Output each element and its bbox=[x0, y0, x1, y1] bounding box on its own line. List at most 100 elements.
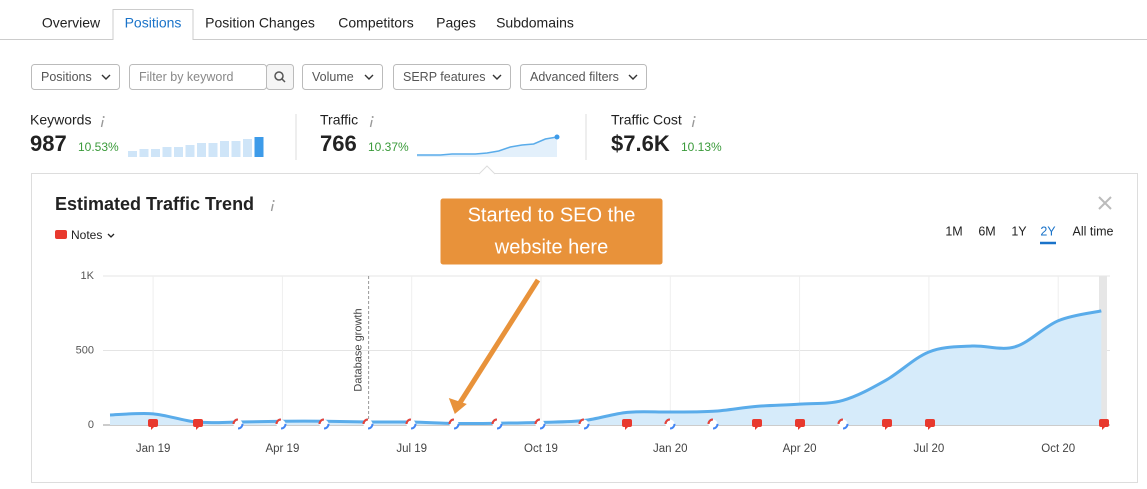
note-icon bbox=[795, 419, 805, 427]
info-icon bbox=[371, 116, 374, 118]
google-update-icon bbox=[275, 418, 287, 430]
info-icon bbox=[270, 203, 274, 212]
tab[interactable]: Pages bbox=[436, 15, 476, 31]
sparkline-bar bbox=[174, 147, 183, 157]
note-icon bbox=[798, 427, 801, 430]
notes-icon bbox=[55, 230, 67, 239]
metric-value: 987 bbox=[30, 131, 67, 156]
note-icon bbox=[1102, 427, 1105, 430]
info-icon bbox=[691, 119, 695, 128]
notes-toggle[interactable]: Notes bbox=[71, 228, 102, 242]
sparkline-bar bbox=[139, 149, 149, 157]
google-update-icon bbox=[232, 418, 244, 430]
google-update-icon bbox=[837, 418, 849, 430]
annotation-arrowhead bbox=[448, 398, 467, 414]
google-update-icon bbox=[362, 418, 374, 430]
sparkline-bar bbox=[197, 143, 206, 157]
tab[interactable]: Subdomains bbox=[496, 15, 574, 31]
note-icon bbox=[1099, 419, 1109, 427]
traffic-area bbox=[110, 310, 1102, 425]
note-icon bbox=[622, 419, 632, 427]
x-tick-label: Oct 19 bbox=[524, 443, 558, 455]
google-update-icon bbox=[318, 418, 330, 430]
range-edge bbox=[1099, 276, 1107, 425]
sparkline-area bbox=[417, 137, 557, 157]
annotation-box bbox=[439, 197, 664, 266]
annotation-text: website here bbox=[494, 236, 608, 258]
google-update-icon bbox=[664, 418, 676, 430]
filter-dropdown[interactable] bbox=[520, 64, 647, 90]
note-icon bbox=[625, 427, 628, 430]
filter-label: Volume bbox=[312, 70, 354, 84]
metric-value: $7.6K bbox=[611, 131, 670, 156]
metric-label: Keywords bbox=[30, 112, 91, 128]
filter-dropdown[interactable] bbox=[31, 64, 120, 90]
metric-change: 10.37% bbox=[368, 140, 409, 154]
note-icon bbox=[752, 419, 762, 427]
range-button[interactable]: 1M bbox=[945, 224, 962, 238]
search-icon bbox=[274, 71, 284, 81]
chevron bbox=[364, 74, 374, 80]
panel-pointer bbox=[478, 165, 496, 175]
metric-label: Traffic Cost bbox=[611, 112, 682, 128]
info-icon bbox=[272, 200, 275, 202]
sparkline-bar bbox=[162, 147, 172, 157]
x-tick-label: Apr 20 bbox=[783, 443, 817, 455]
tab[interactable]: Competitors bbox=[338, 15, 413, 31]
sparkline-bar bbox=[231, 141, 241, 157]
filter-label: Positions bbox=[41, 70, 92, 84]
note-icon bbox=[928, 427, 931, 430]
sparkline-bar bbox=[151, 149, 160, 157]
sparkline-bar bbox=[220, 141, 229, 157]
google-update-icon bbox=[405, 418, 417, 430]
marker-label: Database growth bbox=[353, 308, 365, 391]
chevron bbox=[492, 74, 502, 80]
note-icon bbox=[885, 427, 888, 430]
metric-change: 10.13% bbox=[681, 140, 722, 154]
google-update-icon bbox=[578, 418, 590, 430]
note-icon bbox=[151, 427, 154, 430]
range-button[interactable]: All time bbox=[1073, 224, 1114, 238]
sparkline-bar bbox=[208, 143, 218, 157]
x-tick-label: Jul 20 bbox=[914, 443, 945, 455]
x-tick-label: Jan 20 bbox=[653, 443, 688, 455]
chart-title: Estimated Traffic Trend bbox=[55, 194, 254, 214]
search-button[interactable] bbox=[266, 64, 294, 90]
google-update-icon bbox=[448, 418, 460, 430]
note-icon bbox=[148, 419, 158, 427]
note-icon bbox=[925, 419, 935, 427]
filter-label: SERP features bbox=[403, 70, 485, 84]
active-tab bbox=[112, 9, 194, 40]
range-button[interactable]: 6M bbox=[978, 224, 995, 238]
filter-dropdown[interactable] bbox=[393, 64, 511, 90]
search-icon bbox=[281, 78, 286, 83]
chevron bbox=[107, 233, 115, 238]
range-button[interactable]: 2Y bbox=[1040, 224, 1056, 238]
sparkline-line bbox=[417, 136, 558, 156]
info-icon bbox=[102, 116, 105, 118]
x-tick-label: Jan 19 bbox=[136, 443, 171, 455]
tab[interactable]: Position Changes bbox=[205, 15, 315, 31]
annotation-text: Started to SEO the bbox=[468, 204, 636, 226]
tab[interactable]: Overview bbox=[42, 15, 101, 31]
sparkline-bar bbox=[128, 151, 137, 157]
x-tick-label: Apr 19 bbox=[265, 443, 299, 455]
note-icon bbox=[193, 419, 203, 427]
chevron bbox=[628, 74, 638, 80]
annotation-arrow bbox=[457, 278, 541, 405]
note-icon bbox=[882, 419, 892, 427]
tab[interactable]: Positions bbox=[125, 15, 182, 31]
metric-label: Traffic bbox=[320, 112, 358, 128]
info-icon bbox=[369, 119, 373, 128]
info-icon bbox=[100, 119, 104, 128]
metric-value: 766 bbox=[320, 131, 357, 156]
metric-change: 10.53% bbox=[78, 140, 119, 154]
filter-dropdown[interactable] bbox=[302, 64, 383, 90]
y-tick-label: 0 bbox=[88, 419, 94, 431]
sparkline-bar bbox=[185, 145, 195, 157]
x-tick-label: Jul 19 bbox=[396, 443, 427, 455]
google-update-icon bbox=[707, 418, 719, 430]
y-tick-label: 500 bbox=[76, 344, 94, 356]
close-icon[interactable] bbox=[1098, 196, 1112, 210]
range-button[interactable]: 1Y bbox=[1011, 224, 1027, 238]
